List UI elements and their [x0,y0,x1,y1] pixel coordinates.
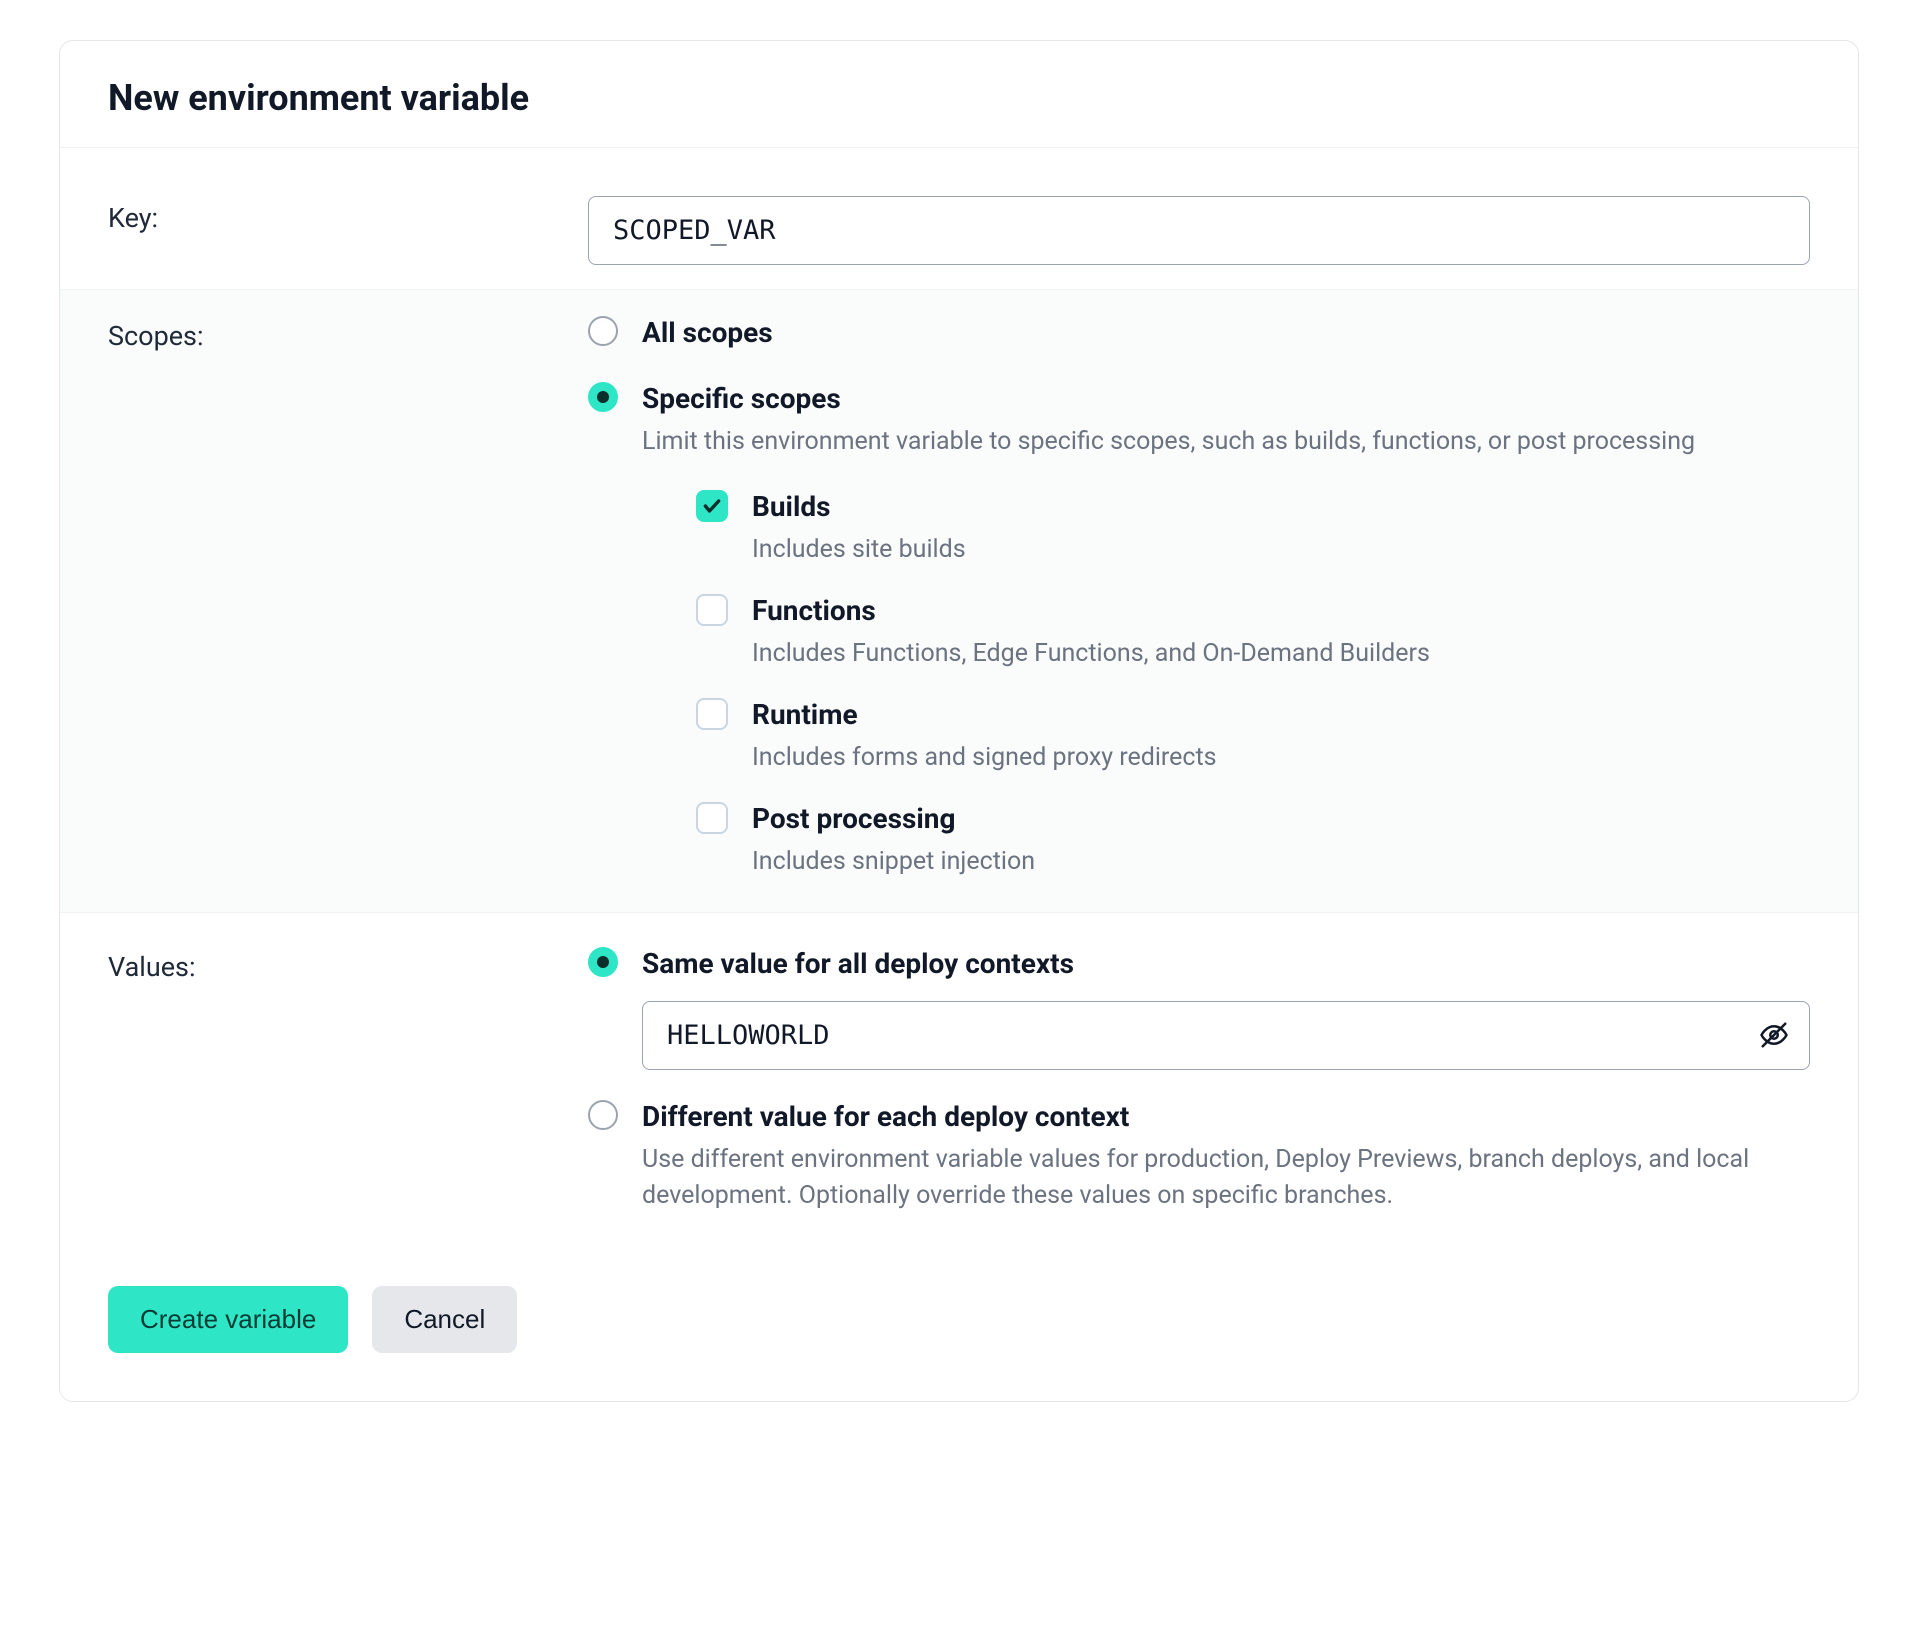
scope-functions-option[interactable]: Functions Includes Functions, Edge Funct… [696,592,1810,672]
checkbox-icon [696,594,728,626]
values-row: Values: Same value for all deploy contex… [60,913,1858,1226]
card-header: New environment variable [60,41,1858,148]
create-variable-button[interactable]: Create variable [108,1286,348,1353]
scope-runtime-option[interactable]: Runtime Includes forms and signed proxy … [696,696,1810,776]
scope-functions-title: Functions [752,592,1810,630]
radio-dot-icon [597,391,609,403]
radio-icon [588,316,618,346]
scope-builds-option[interactable]: Builds Includes site builds [696,488,1810,568]
scope-runtime-title: Runtime [752,696,1810,734]
scope-runtime-desc: Includes forms and signed proxy redirect… [752,740,1810,776]
toggle-visibility-button[interactable] [1756,1017,1792,1053]
values-different-title: Different value for each deploy context [642,1098,1810,1136]
key-label: Key: [108,196,588,234]
values-same-title: Same value for all deploy contexts [642,945,1810,983]
page-title: New environment variable [108,77,1810,119]
scope-functions-desc: Includes Functions, Edge Functions, and … [752,636,1810,672]
scope-builds-desc: Includes site builds [752,532,1810,568]
scope-postprocessing-desc: Includes snippet injection [752,844,1810,880]
checkbox-icon [696,802,728,834]
radio-dot-icon [597,956,609,968]
cancel-button[interactable]: Cancel [372,1286,517,1353]
values-label: Values: [108,945,588,983]
eye-off-icon [1759,1020,1789,1050]
scope-postprocessing-option[interactable]: Post processing Includes snippet injecti… [696,800,1810,880]
radio-icon [588,382,618,412]
scope-postprocessing-title: Post processing [752,800,1810,838]
scope-checkbox-list: Builds Includes site builds Functions In… [696,488,1810,880]
scope-builds-title: Builds [752,488,1810,526]
values-different-option[interactable]: Different value for each deploy context … [588,1098,1810,1214]
scopes-row: Scopes: All scopes Specific scopes Limit… [60,289,1858,913]
checkbox-icon [696,490,728,522]
scopes-specific-option[interactable]: Specific scopes Limit this environment v… [588,380,1810,880]
key-input[interactable] [588,196,1810,265]
scopes-specific-title: Specific scopes [642,380,1810,418]
form-actions: Create variable Cancel [60,1226,1858,1401]
checkbox-icon [696,698,728,730]
scopes-all-option[interactable]: All scopes [588,314,1810,352]
env-var-form-card: New environment variable Key: Scopes: Al… [59,40,1859,1402]
value-input[interactable] [642,1001,1810,1070]
scopes-all-title: All scopes [642,314,1810,352]
radio-icon [588,1100,618,1130]
values-same-option[interactable]: Same value for all deploy contexts [588,945,1810,983]
values-different-desc: Use different environment variable value… [642,1142,1810,1215]
key-row: Key: [60,148,1858,289]
value-input-wrap [642,1001,1810,1070]
scopes-specific-desc: Limit this environment variable to speci… [642,424,1810,460]
radio-icon [588,947,618,977]
scopes-label: Scopes: [108,314,588,352]
check-icon [702,496,722,516]
